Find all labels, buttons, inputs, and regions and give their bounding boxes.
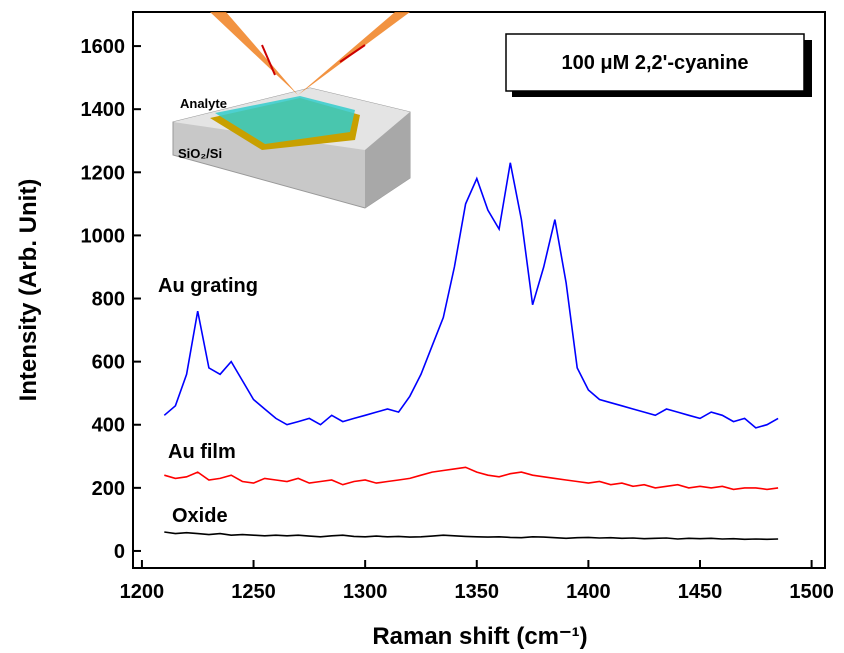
inset-label: SiO₂/Si <box>178 146 222 161</box>
y-tick-label: 1600 <box>81 36 126 58</box>
series-label: Au grating <box>158 275 258 297</box>
x-tick-label: 1500 <box>789 581 834 603</box>
annotation: 100 μM 2,2'-cyanine <box>561 52 748 74</box>
x-tick-label: 1450 <box>678 581 723 603</box>
y-tick-label: 800 <box>92 289 125 311</box>
y-tick-label: 600 <box>92 352 125 374</box>
series-label: Au film <box>168 441 236 463</box>
y-tick-label: 400 <box>92 415 125 437</box>
y-tick-label: 1200 <box>81 162 126 184</box>
chart: 100 μM 2,2'-cyanine Analyte SiO₂/Si Rama… <box>0 0 844 653</box>
series-line <box>164 467 778 489</box>
series-label: Oxide <box>172 505 228 527</box>
x-tick-label: 1300 <box>343 581 388 603</box>
x-tick-label: 1350 <box>455 581 500 603</box>
series-line <box>164 532 778 539</box>
y-tick-label: 200 <box>92 478 125 500</box>
y-tick-label: 1000 <box>81 225 126 247</box>
inset-label: Analyte <box>180 96 227 111</box>
x-axis-label: Raman shift (cm⁻¹) <box>372 623 587 650</box>
beam-in <box>210 12 298 95</box>
arrow <box>340 45 365 62</box>
y-axis-label: Intensity (Arb. Unit) <box>15 179 42 402</box>
x-tick-label: 1400 <box>566 581 611 603</box>
x-tick-label: 1200 <box>120 581 165 603</box>
x-tick-label: 1250 <box>231 581 276 603</box>
y-tick-label: 0 <box>114 541 125 563</box>
y-tick-label: 1400 <box>81 99 126 121</box>
